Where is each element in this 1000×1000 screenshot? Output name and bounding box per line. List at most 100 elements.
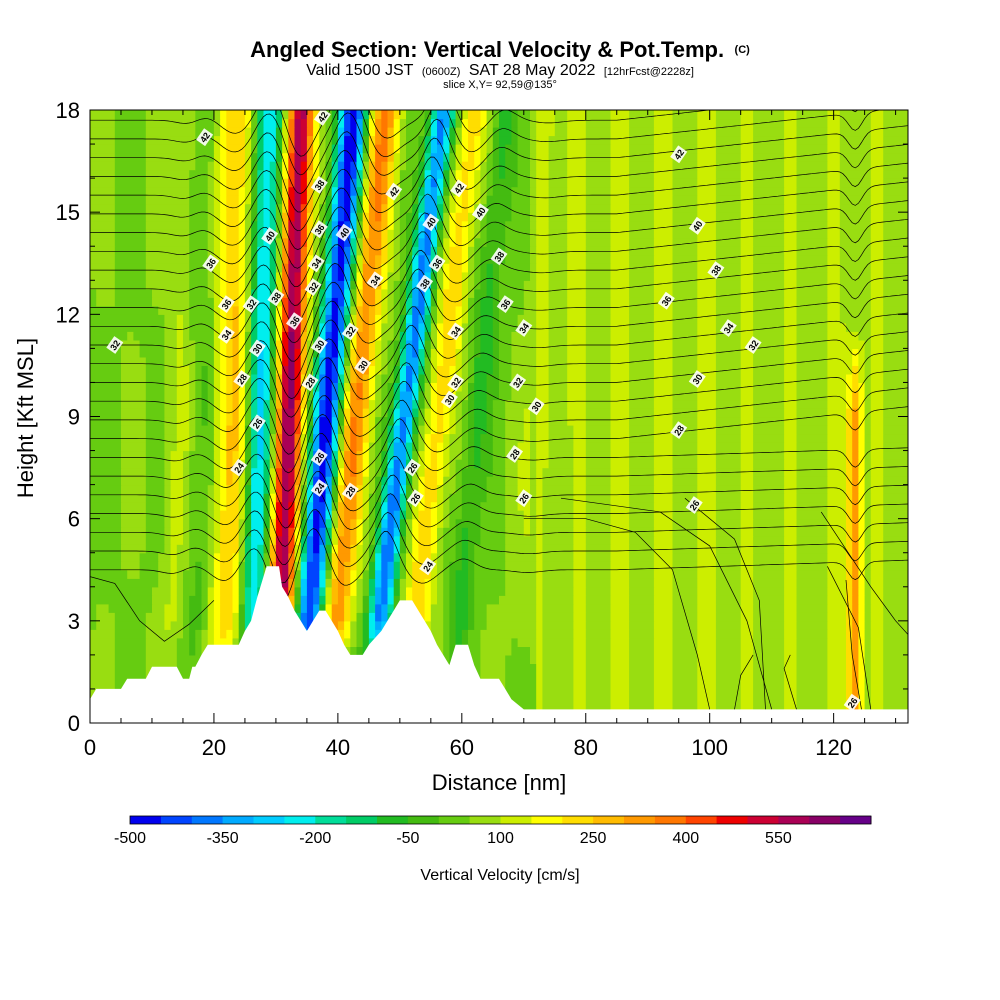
velocity-cell <box>269 433 277 443</box>
velocity-cell <box>443 229 450 239</box>
velocity-cell <box>189 203 209 213</box>
velocity-cell <box>393 152 401 162</box>
velocity-cell <box>443 314 457 324</box>
velocity-cell <box>344 399 351 409</box>
velocity-cell <box>356 603 364 613</box>
velocity-cell <box>672 671 698 681</box>
velocity-cell <box>864 459 872 469</box>
velocity-cell <box>387 339 395 349</box>
velocity-cell <box>697 144 717 154</box>
velocity-cell <box>375 535 382 545</box>
velocity-cell <box>715 459 742 469</box>
velocity-cell <box>437 314 444 324</box>
velocity-cell <box>269 356 277 366</box>
velocity-cell <box>449 433 463 443</box>
velocity-cell <box>585 603 612 613</box>
velocity-cell <box>715 620 742 630</box>
velocity-cell <box>839 314 872 324</box>
velocity-cell <box>319 552 327 562</box>
velocity-cell <box>468 544 475 554</box>
velocity-cell <box>474 433 481 443</box>
velocity-cell <box>629 391 655 401</box>
velocity-cell <box>870 297 884 307</box>
velocity-cell <box>715 552 742 562</box>
velocity-cell <box>356 212 364 222</box>
velocity-cell <box>406 356 419 366</box>
velocity-cell <box>827 229 841 239</box>
velocity-cell <box>288 237 296 247</box>
contour-label: 34 <box>366 271 384 290</box>
contour-label-text: 38 <box>269 291 283 305</box>
velocity-cell <box>715 425 742 435</box>
velocity-cell <box>653 663 674 673</box>
velocity-cell <box>282 399 289 409</box>
velocity-cell <box>337 135 345 145</box>
velocity-cell <box>331 110 339 120</box>
velocity-cell <box>858 527 866 537</box>
velocity-cell <box>530 442 537 452</box>
velocity-cell <box>424 373 432 383</box>
velocity-cell <box>536 271 550 281</box>
velocity-cell <box>461 356 469 366</box>
velocity-cell <box>306 569 320 579</box>
velocity-cell <box>213 561 221 571</box>
velocity-cell <box>238 246 246 256</box>
velocity-cell <box>424 271 432 281</box>
velocity-cell <box>406 127 426 137</box>
velocity-cell <box>468 169 475 179</box>
velocity-cell <box>189 620 203 630</box>
velocity-cell <box>282 450 296 460</box>
velocity-cell <box>883 620 908 630</box>
velocity-cell <box>548 356 568 366</box>
velocity-cell <box>412 416 419 426</box>
velocity-cell <box>468 212 475 222</box>
velocity-cell <box>536 144 550 154</box>
velocity-cell <box>653 501 674 511</box>
velocity-cell <box>430 331 438 341</box>
velocity-cell <box>449 237 457 247</box>
velocity-cell <box>430 442 438 452</box>
velocity-cell <box>492 280 500 290</box>
velocity-cell <box>257 425 265 435</box>
velocity-cell <box>220 169 227 179</box>
velocity-cell <box>319 186 327 196</box>
velocity-cell <box>796 110 829 120</box>
velocity-cell <box>344 629 351 639</box>
velocity-cell <box>852 527 859 537</box>
velocity-cell <box>306 425 314 435</box>
velocity-cell <box>201 416 209 426</box>
velocity-cell <box>443 603 450 613</box>
velocity-cell <box>350 382 358 392</box>
velocity-cell <box>753 399 785 409</box>
velocity-cell <box>393 322 401 332</box>
velocity-cell <box>753 271 785 281</box>
velocity-cell <box>784 373 798 383</box>
velocity-cell <box>114 654 147 664</box>
velocity-cell <box>300 586 308 596</box>
velocity-cell <box>306 212 314 222</box>
velocity-cell <box>585 195 612 205</box>
velocity-cell <box>653 518 674 528</box>
velocity-cell <box>715 416 742 426</box>
velocity-cell <box>288 535 296 545</box>
velocity-cell <box>325 586 333 596</box>
contour-label: 40 <box>422 213 440 232</box>
velocity-cell <box>430 271 438 281</box>
velocity-cell <box>275 152 283 162</box>
velocity-cell <box>387 203 395 213</box>
velocity-cell <box>300 476 308 486</box>
velocity-cell <box>387 135 395 145</box>
velocity-cell <box>443 450 450 460</box>
velocity-cell <box>381 169 389 179</box>
velocity-cell <box>443 569 450 579</box>
velocity-cell <box>567 408 587 418</box>
velocity-cell <box>145 467 165 477</box>
velocity-cell <box>424 603 432 613</box>
velocity-cell <box>90 416 122 426</box>
velocity-cell <box>418 186 426 196</box>
velocity-cell <box>852 544 859 554</box>
velocity-cell <box>226 271 240 281</box>
velocity-cell <box>213 416 221 426</box>
velocity-cell <box>430 118 438 128</box>
velocity-cell <box>381 484 389 494</box>
